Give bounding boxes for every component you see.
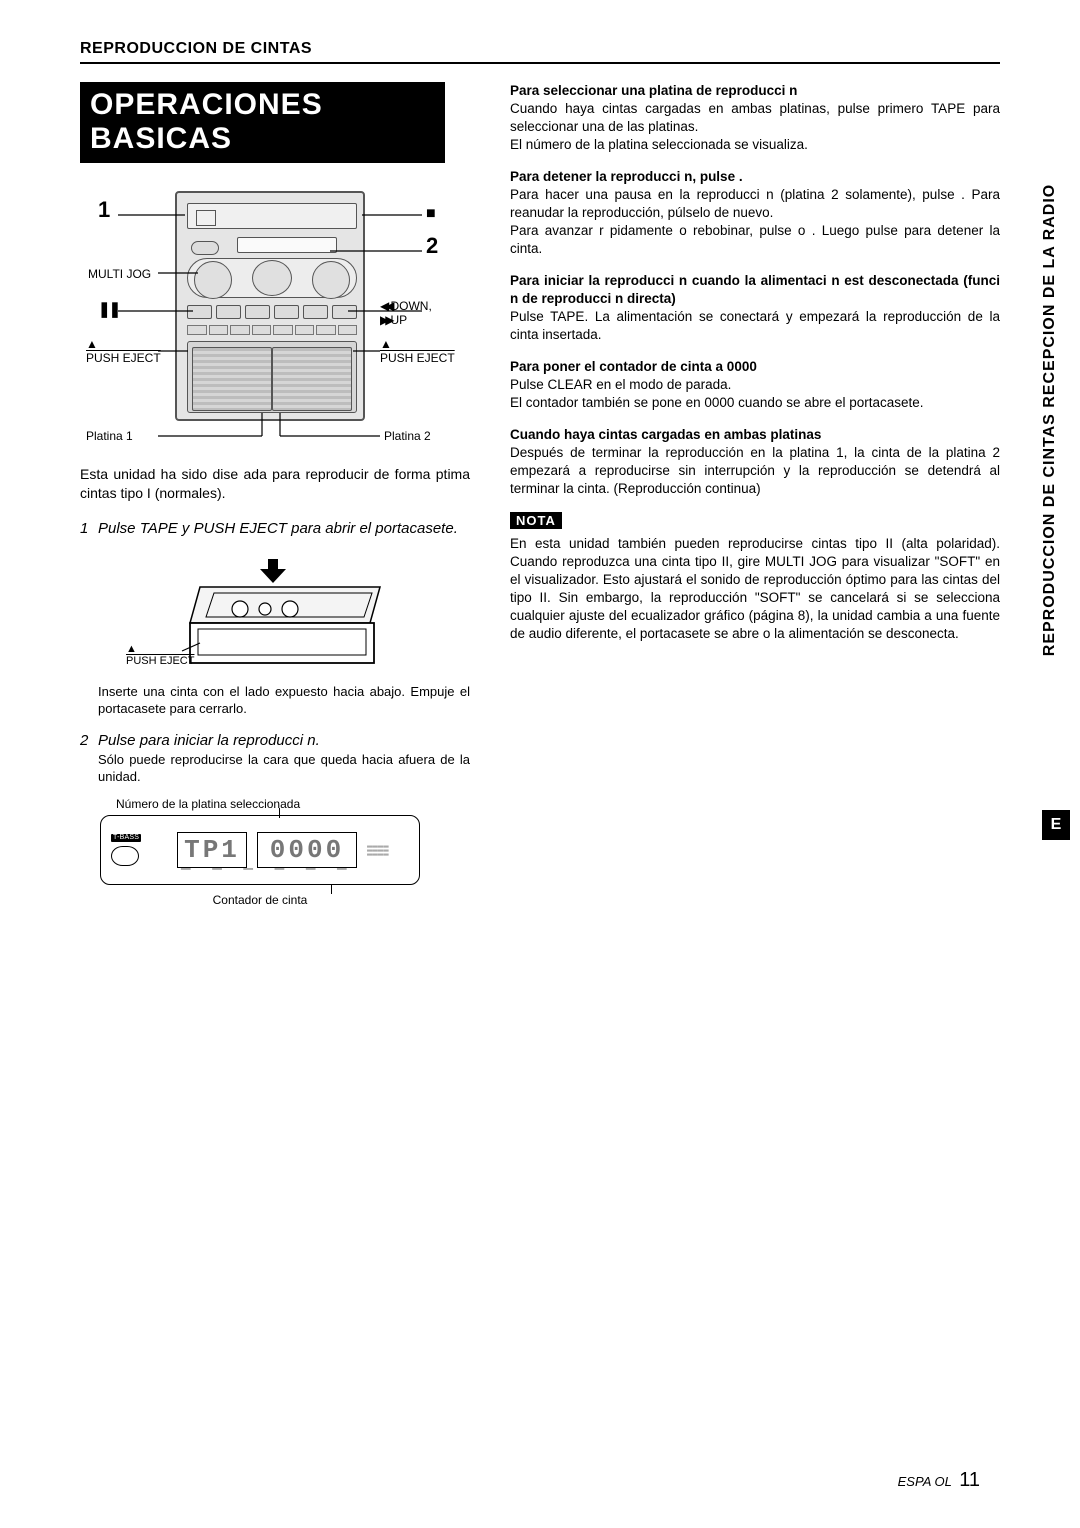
lcd-left-indicators: T-BASS (111, 834, 167, 866)
down-text: DOWN, (390, 299, 431, 313)
step-2-subtext: Sólo puede reproducirse la cara que qued… (98, 751, 470, 785)
nota-block: NOTA En esta unidad también pueden repro… (510, 512, 1000, 643)
left-column: OPERACIONES BASICAS (80, 82, 470, 907)
stereo-diagram: 1 ■ 2 MULTI JOG ❚❚ ◀◀DOWN, ▶▶UP ▲ PUSH E… (80, 191, 460, 451)
step-1-head: 1Pulse TAPE y PUSH EJECT para abrir el p… (80, 519, 470, 539)
language-tab: E (1042, 810, 1070, 840)
multi-jog-label: MULTI JOG (88, 267, 151, 281)
para-counter-head: Para poner el contador de cinta a 0000 (510, 358, 1000, 376)
step-1-subtext: Inserte una cinta con el lado expuesto h… (98, 683, 470, 717)
push-eject-right-text: PUSH EJECT (380, 351, 455, 365)
push-eject-right: ▲ PUSH EJECT (380, 337, 455, 365)
manual-page: REPRODUCCION DE CINTAS OPERACIONES BASIC… (0, 0, 1080, 1528)
step-2-head: 2Pulse para iniciar la reproducci n. (80, 731, 470, 751)
lcd-bottom-caption: Contador de cinta (100, 893, 420, 907)
para-stop-pause: Para detener la reproducci n, pulse . Pa… (510, 168, 1000, 258)
right-column: Para seleccionar una platina de reproduc… (510, 82, 1000, 643)
rewind-icon: ◀◀ (380, 299, 390, 313)
para-select-deck-head: Para seleccionar una platina de reproduc… (510, 82, 1000, 100)
platina2-label: Platina 2 (384, 429, 431, 443)
cassette-push-eject-text: PUSH EJECT (126, 655, 194, 667)
step-2: 2Pulse para iniciar la reproducci n. Sól… (80, 731, 470, 785)
callout-1: 1 (98, 203, 110, 217)
eject-icon: ▲ (380, 337, 392, 351)
step-1-text: Pulse TAPE y PUSH EJECT para abrir el po… (98, 520, 458, 537)
platina1-label: Platina 1 (86, 429, 133, 443)
para-counter-reset: Para poner el contador de cinta a 0000 P… (510, 358, 1000, 412)
section-header: REPRODUCCION DE CINTAS (80, 40, 1000, 64)
side-rail-text: REPRODUCCION DE CINTAS RECEPCION DE LA R… (1041, 184, 1059, 656)
step-1: 1Pulse TAPE y PUSH EJECT para abrir el p… (80, 519, 470, 539)
ffwd-icon: ▶▶ (380, 313, 390, 327)
nota-label: NOTA (510, 512, 562, 529)
para-stop-head: Para detener la reproducci n, pulse . (510, 168, 1000, 186)
eject-icon: ▲ (86, 337, 98, 351)
cassette-push-eject-label: ▲ PUSH EJECT (126, 643, 194, 667)
footer-page-number: 11 (959, 1469, 980, 1491)
up-text: UP (390, 313, 407, 327)
para-both-body: Después de terminar la reproducción en l… (510, 445, 1000, 496)
push-eject-left: ▲ PUSH EJECT (86, 337, 161, 365)
stereo-body (175, 191, 365, 421)
eject-icon: ▲ (126, 643, 137, 655)
para-select-deck: Para seleccionar una platina de reproduc… (510, 82, 1000, 154)
para-direct-play: Para iniciar la reproducci n cuando la a… (510, 272, 1000, 344)
lcd-dash-row: — — — — — — (181, 860, 353, 878)
step-1-number: 1 (80, 519, 98, 539)
page-footer: ESPA OL 11 (898, 1469, 980, 1492)
tbass-badge: T-BASS (111, 834, 141, 842)
callout-2: 2 (426, 239, 438, 253)
para-select-deck-body: Cuando haya cintas cargadas en ambas pla… (510, 101, 1000, 152)
intro-text: Esta unidad ha sido dise ada para reprod… (80, 465, 470, 503)
step-2-number: 2 (80, 731, 98, 751)
para-stop-body: Para hacer una pausa en la reproducci n … (510, 187, 1000, 256)
cassette-diagram: ▲ PUSH EJECT (120, 553, 420, 673)
para-both-head: Cuando haya cintas cargadas en ambas pla… (510, 426, 1000, 444)
down-up-label: ◀◀DOWN, ▶▶UP (380, 299, 432, 327)
footer-language: ESPA OL (898, 1474, 952, 1489)
two-column-layout: OPERACIONES BASICAS (80, 82, 1000, 907)
pause-icon: ❚❚ (98, 303, 119, 317)
lcd-top-caption: Número de la platina seleccionada (116, 797, 470, 811)
lcd-display: T-BASS TP1 0000 ▬▬▬▬▬▬▬▬▬▬▬▬ — — — — — — (100, 815, 420, 885)
lcd-level-bars: ▬▬▬▬▬▬▬▬▬▬▬▬ (367, 844, 389, 856)
stop-icon: ■ (426, 207, 436, 221)
title-bar: OPERACIONES BASICAS (80, 82, 445, 163)
para-counter-body: Pulse CLEAR en el modo de parada. El con… (510, 377, 924, 410)
step-2-text: Pulse para iniciar la reproducci n. (98, 732, 320, 749)
side-rail: REPRODUCCION DE CINTAS RECEPCION DE LA R… (1038, 80, 1062, 760)
para-both-decks: Cuando haya cintas cargadas en ambas pla… (510, 426, 1000, 498)
para-direct-head: Para iniciar la reproducci n cuando la a… (510, 272, 1000, 308)
para-direct-body: Pulse TAPE. La alimentación se conectará… (510, 309, 1000, 342)
push-eject-left-text: PUSH EJECT (86, 351, 161, 365)
nota-body: En esta unidad también pueden reproducir… (510, 535, 1000, 643)
